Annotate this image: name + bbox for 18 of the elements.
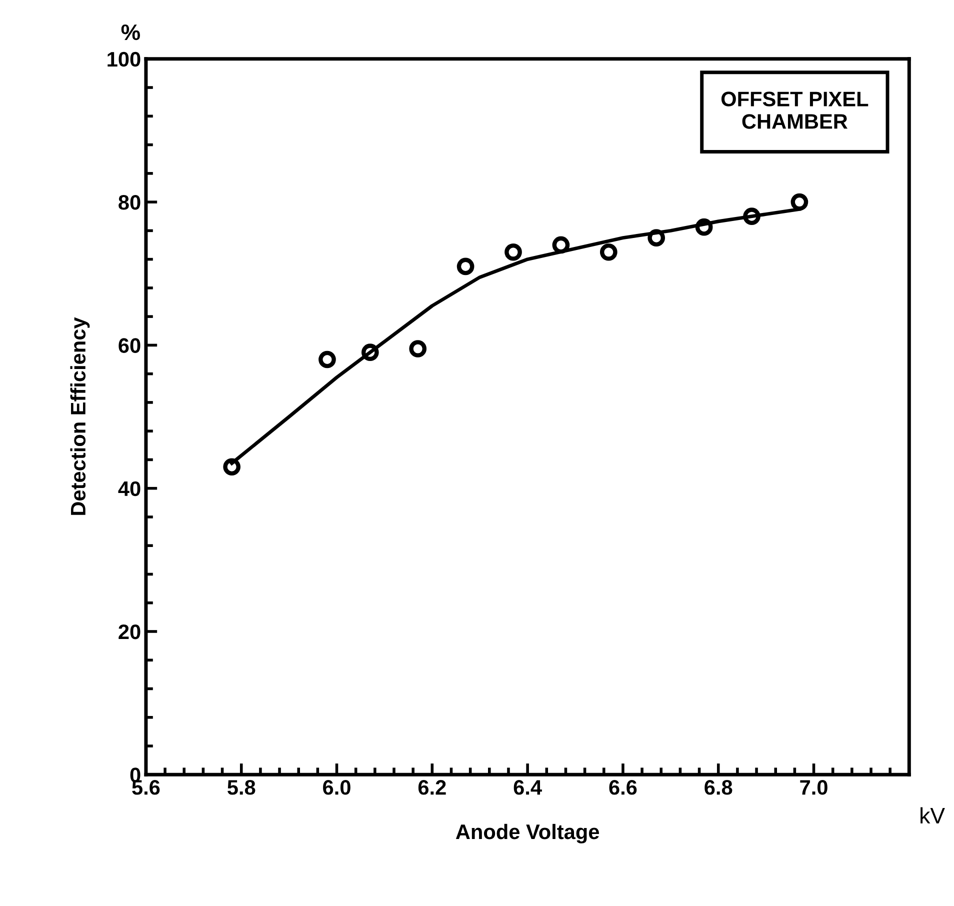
x-tick-label: 6.4 [514,780,542,795]
text: kV [920,807,945,824]
y-tick-label: 100 [108,52,140,67]
y-tick-label: 80 [118,195,140,210]
x-tick-label: 5.8 [228,780,256,795]
y-tick-label: 40 [118,481,140,496]
x-tick-label: 6.8 [704,780,732,795]
x-tick-label: 6.6 [609,780,637,795]
x-tick-label: 6.0 [323,780,350,795]
x-tick-label: 6.2 [418,780,446,795]
y-tick-label: 20 [118,624,140,640]
x-tick-label: 5.6 [132,780,160,795]
annotation: OFFSET PIXEL CHAMBER [721,92,868,129]
y-axis-title: Detection Efficiency [70,317,90,515]
y-tick-label: 60 [118,338,140,353]
text: % [121,24,140,40]
x-tick-label: 7.0 [800,780,828,795]
x-axis-title: Anode Voltage [456,824,600,844]
